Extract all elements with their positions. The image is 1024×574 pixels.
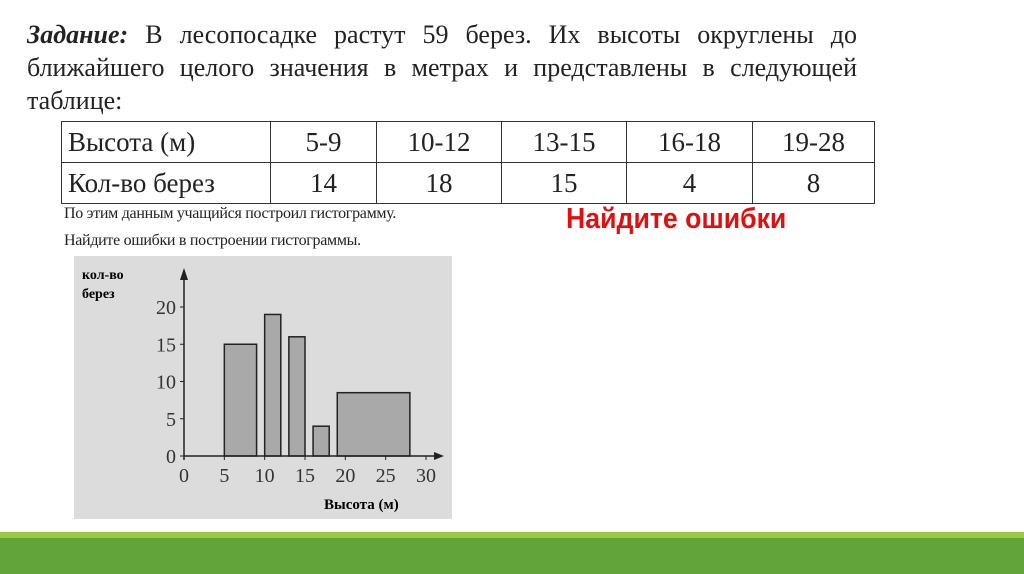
y-axis-label-line1: кол-во <box>82 268 124 283</box>
table-row-heights: Высота (м) 5-9 10-12 13-15 16-18 19-28 <box>61 121 875 163</box>
table-cell: 16-18 <box>626 121 753 163</box>
x-tick-label: 0 <box>179 465 189 487</box>
x-tick-label: 15 <box>295 465 315 487</box>
x-tick-label: 10 <box>255 465 275 487</box>
y-axis-arrow-icon <box>180 268 188 280</box>
note-line-1: По этим данным учащийся построил гистогр… <box>64 205 397 222</box>
histogram: кол-во берез Высота (м) 0 5 10 15 20 25 30 0 5 10… <box>74 256 452 519</box>
table-cell: Кол-во берез <box>61 162 271 204</box>
data-table: Высота (м) 5-9 10-12 13-15 16-18 19-28 К… <box>61 121 875 204</box>
y-tick-label: 20 <box>156 297 176 319</box>
table-cell: 14 <box>270 162 377 204</box>
table-row-counts: Кол-во берез 14 18 15 4 8 <box>61 162 875 204</box>
x-axis-arrow-icon <box>434 452 444 460</box>
table-cell: 5-9 <box>270 121 377 163</box>
note-line-2: Найдите ошибки в построении гистограммы. <box>64 232 361 249</box>
task-body: В лесопосадке растут 59 берез. Их высоты… <box>27 20 857 115</box>
histogram-bar <box>263 313 282 457</box>
x-tick-label: 30 <box>416 465 436 487</box>
footer-band-light <box>0 532 1024 538</box>
task-text: Задание: В лесопосадке растут 59 берез. … <box>27 18 857 117</box>
x-axis-label: Высота (м) <box>324 497 399 513</box>
footer-band-dark <box>0 538 1024 574</box>
y-axis-label-line2: берез <box>82 287 115 302</box>
histogram-bar <box>312 425 330 457</box>
find-errors-heading: Найдите ошибки <box>566 203 787 235</box>
task-label: Задание: <box>27 20 129 49</box>
histogram-svg: кол-во берез Высота (м) 0 5 10 15 20 25 30 0 5 10… <box>82 268 444 513</box>
y-tick-label: 15 <box>156 334 176 356</box>
histogram-bar <box>336 391 411 457</box>
y-tick-label: 10 <box>156 372 176 394</box>
table-cell: 13-15 <box>501 121 627 163</box>
table-cell: Высота (м) <box>61 121 271 163</box>
y-tick-label: 5 <box>166 409 176 431</box>
x-tick-label: 5 <box>219 465 229 487</box>
table-cell: 4 <box>626 162 753 204</box>
y-tick-label: 0 <box>166 446 176 468</box>
table-cell: 10-12 <box>376 121 502 163</box>
histogram-bar <box>288 336 306 457</box>
table-cell: 19-28 <box>752 121 875 163</box>
table-cell: 8 <box>752 162 875 204</box>
histogram-bar <box>223 343 258 457</box>
x-tick-label: 20 <box>335 465 355 487</box>
x-tick-label: 25 <box>376 465 396 487</box>
table-cell: 18 <box>376 162 502 204</box>
table-cell: 15 <box>501 162 627 204</box>
